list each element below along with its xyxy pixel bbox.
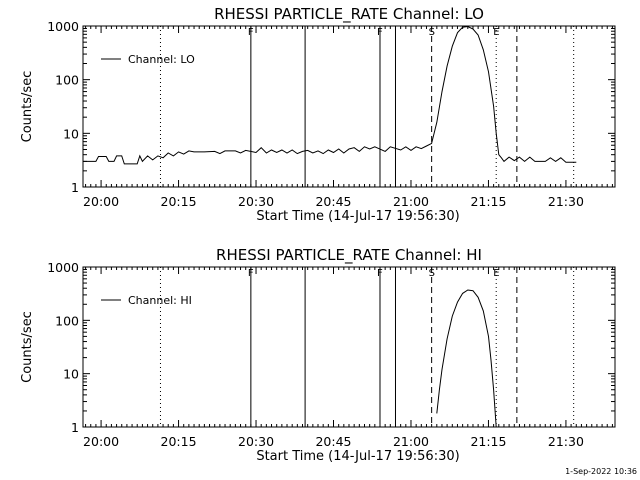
event-marker-label: F [248, 27, 254, 38]
chart-title: RHESSI PARTICLE_RATE Channel: LO [214, 5, 484, 24]
x-tick-label: 21:15 [470, 194, 506, 209]
timestamp-label: 1-Sep-2022 10:36 [565, 467, 637, 476]
x-tick-label: 20:15 [161, 434, 197, 449]
y-axis-label: Counts/sec [20, 71, 35, 143]
legend-label: Channel: LO [128, 53, 195, 66]
event-marker-label: S [429, 268, 435, 279]
x-tick-label: 20:45 [315, 194, 351, 209]
x-tick-label: 21:00 [393, 194, 429, 209]
y-tick-label: 1 [71, 180, 79, 195]
y-tick-label: 100 [55, 73, 79, 88]
event-marker-label: F [248, 268, 254, 279]
chart-panel-hi: RHESSI PARTICLE_RATE Channel: HI Start T… [20, 246, 616, 464]
x-tick-label: 20:15 [161, 194, 197, 209]
plot-frame [82, 266, 616, 428]
y-tick-label: 10 [63, 126, 79, 141]
x-tick-label: 20:00 [83, 434, 119, 449]
x-tick-label: 20:45 [315, 434, 351, 449]
legend-label: Channel: HI [128, 294, 192, 307]
event-marker-label: S [429, 27, 435, 38]
x-tick-label: 20:30 [238, 434, 274, 449]
event-marker-label: F [377, 268, 383, 279]
x-tick-label: 20:30 [238, 194, 274, 209]
y-tick-label: 100 [55, 313, 79, 328]
chart-panel-lo: RHESSI PARTICLE_RATE Channel: LO Start T… [20, 5, 616, 224]
plot-frame [82, 25, 616, 188]
event-marker-label: F [377, 27, 383, 38]
y-tick-label: 10 [63, 367, 79, 382]
event-marker-label: E [493, 268, 499, 279]
event-marker-label: E [493, 27, 499, 38]
x-axis-label: Start Time (14-Jul-17 19:56:30) [256, 449, 459, 464]
chart-title: RHESSI PARTICLE_RATE Channel: HI [216, 246, 482, 265]
x-tick-label: 21:30 [548, 194, 584, 209]
y-tick-label: 1000 [47, 260, 79, 275]
series-line [83, 25, 577, 165]
x-tick-label: 21:30 [548, 434, 584, 449]
x-tick-label: 21:00 [393, 434, 429, 449]
y-axis-label: Counts/sec [20, 311, 35, 383]
y-tick-label: 1 [71, 420, 79, 435]
x-tick-label: 21:15 [470, 434, 506, 449]
x-tick-label: 20:00 [83, 194, 119, 209]
series-line [436, 289, 497, 428]
x-axis-label: Start Time (14-Jul-17 19:56:30) [256, 209, 459, 224]
y-tick-label: 1000 [47, 19, 79, 34]
